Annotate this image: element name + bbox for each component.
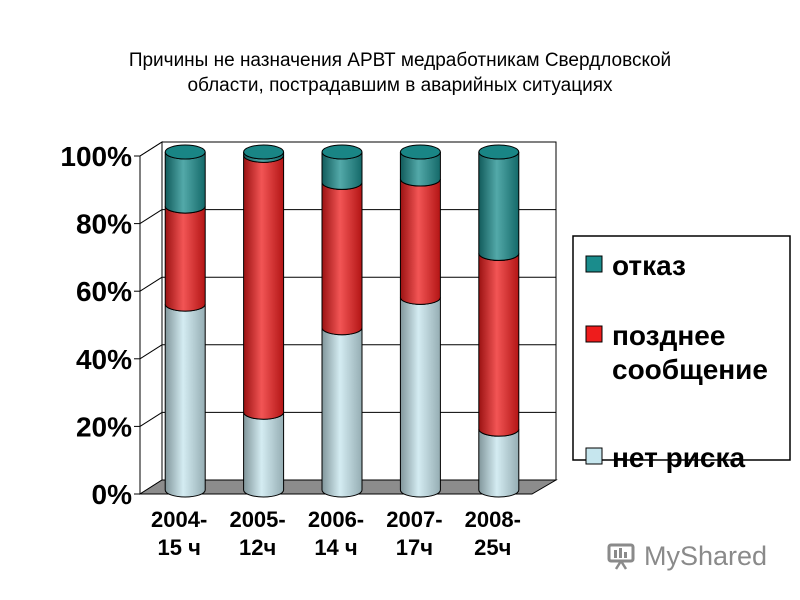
- legend-swatch-1: [585, 325, 603, 343]
- legend-label-1-1: сообщение: [612, 354, 768, 385]
- bar-segment-позднее сообщение-3: [399, 178, 441, 305]
- x-tick-label-4-0: 2008-: [465, 507, 521, 532]
- presentation-board-icon: [606, 541, 636, 571]
- legend-swatch-0: [585, 255, 603, 273]
- bar-cap-3: [399, 144, 441, 160]
- x-axis: 2004- 15 ч 2005- 12ч 2006- 14 ч 2007- 17ч 2008- 2…: [151, 507, 521, 560]
- gridline-side: [139, 344, 163, 360]
- y-tick-label-4: 80%: [76, 209, 132, 240]
- y-tick-label-5: 100%: [60, 141, 132, 172]
- bars: [164, 144, 520, 498]
- bar-segment-позднее сообщение-2: [321, 182, 363, 336]
- bar-cap-1: [243, 144, 285, 160]
- x-tick-label-1-1: 12ч: [239, 535, 276, 560]
- y-tick-label-2: 40%: [76, 344, 132, 375]
- bar-segment-нет риска-3: [399, 297, 441, 498]
- legend-box: [572, 235, 791, 461]
- bar-cap-2: [321, 144, 363, 160]
- bar-cap-0: [164, 144, 206, 160]
- watermark-text: MyShared: [644, 540, 768, 571]
- side-wall: [139, 141, 163, 495]
- watermark: MyShared: [606, 536, 776, 576]
- legend-label-2-0: нет риска: [612, 442, 746, 473]
- x-tick-label-3-0: 2007-: [386, 507, 442, 532]
- chart-title-line-1: Причины не назначения АРВТ медработникам…: [128, 50, 672, 71]
- x-tick-label-2-0: 2006-: [308, 507, 364, 532]
- bar-segment-нет риска-0: [164, 303, 206, 498]
- y-tick-label-1: 20%: [76, 411, 132, 442]
- x-tick-label-2-1: 14 ч: [314, 535, 357, 560]
- bar-segment-отказ-0: [164, 151, 206, 214]
- chart-title: Причины не назначения АРВТ медработникам…: [0, 48, 800, 98]
- legend-label-1-0: позднее: [612, 320, 725, 351]
- y-tick-label-0: 0%: [92, 479, 133, 510]
- bar-segment-нет риска-1: [243, 412, 285, 498]
- y-axis: 0% 20% 40% 60% 80% 100%: [60, 141, 140, 510]
- legend-swatch-2: [585, 447, 603, 465]
- bar-segment-позднее сообщение-0: [164, 205, 206, 312]
- x-tick-label-0-0: 2004-: [151, 507, 207, 532]
- x-tick-label-0-1: 15 ч: [158, 535, 201, 560]
- x-tick-label-3-1: 17ч: [396, 535, 433, 560]
- y-tick-label-3: 60%: [76, 276, 132, 307]
- bar-segment-отказ-4: [478, 151, 520, 261]
- gridline-side: [139, 411, 163, 427]
- bar-segment-позднее сообщение-4: [478, 253, 520, 437]
- gridline-side: [139, 141, 163, 157]
- x-tick-label-1-0: 2005-: [229, 507, 285, 532]
- gridline-side: [139, 209, 163, 225]
- bar-segment-позднее сообщение-1: [243, 155, 285, 420]
- chart-title-line-2: области, пострадавшим в аварийных ситуац…: [187, 75, 613, 96]
- x-tick-label-4-1: 25ч: [474, 535, 511, 560]
- gridline-side: [139, 276, 163, 292]
- bar-segment-нет риска-4: [478, 429, 520, 498]
- bar-segment-нет риска-2: [321, 327, 363, 498]
- bar-cap-4: [478, 144, 520, 160]
- legend-label-0-0: отказ: [612, 250, 686, 281]
